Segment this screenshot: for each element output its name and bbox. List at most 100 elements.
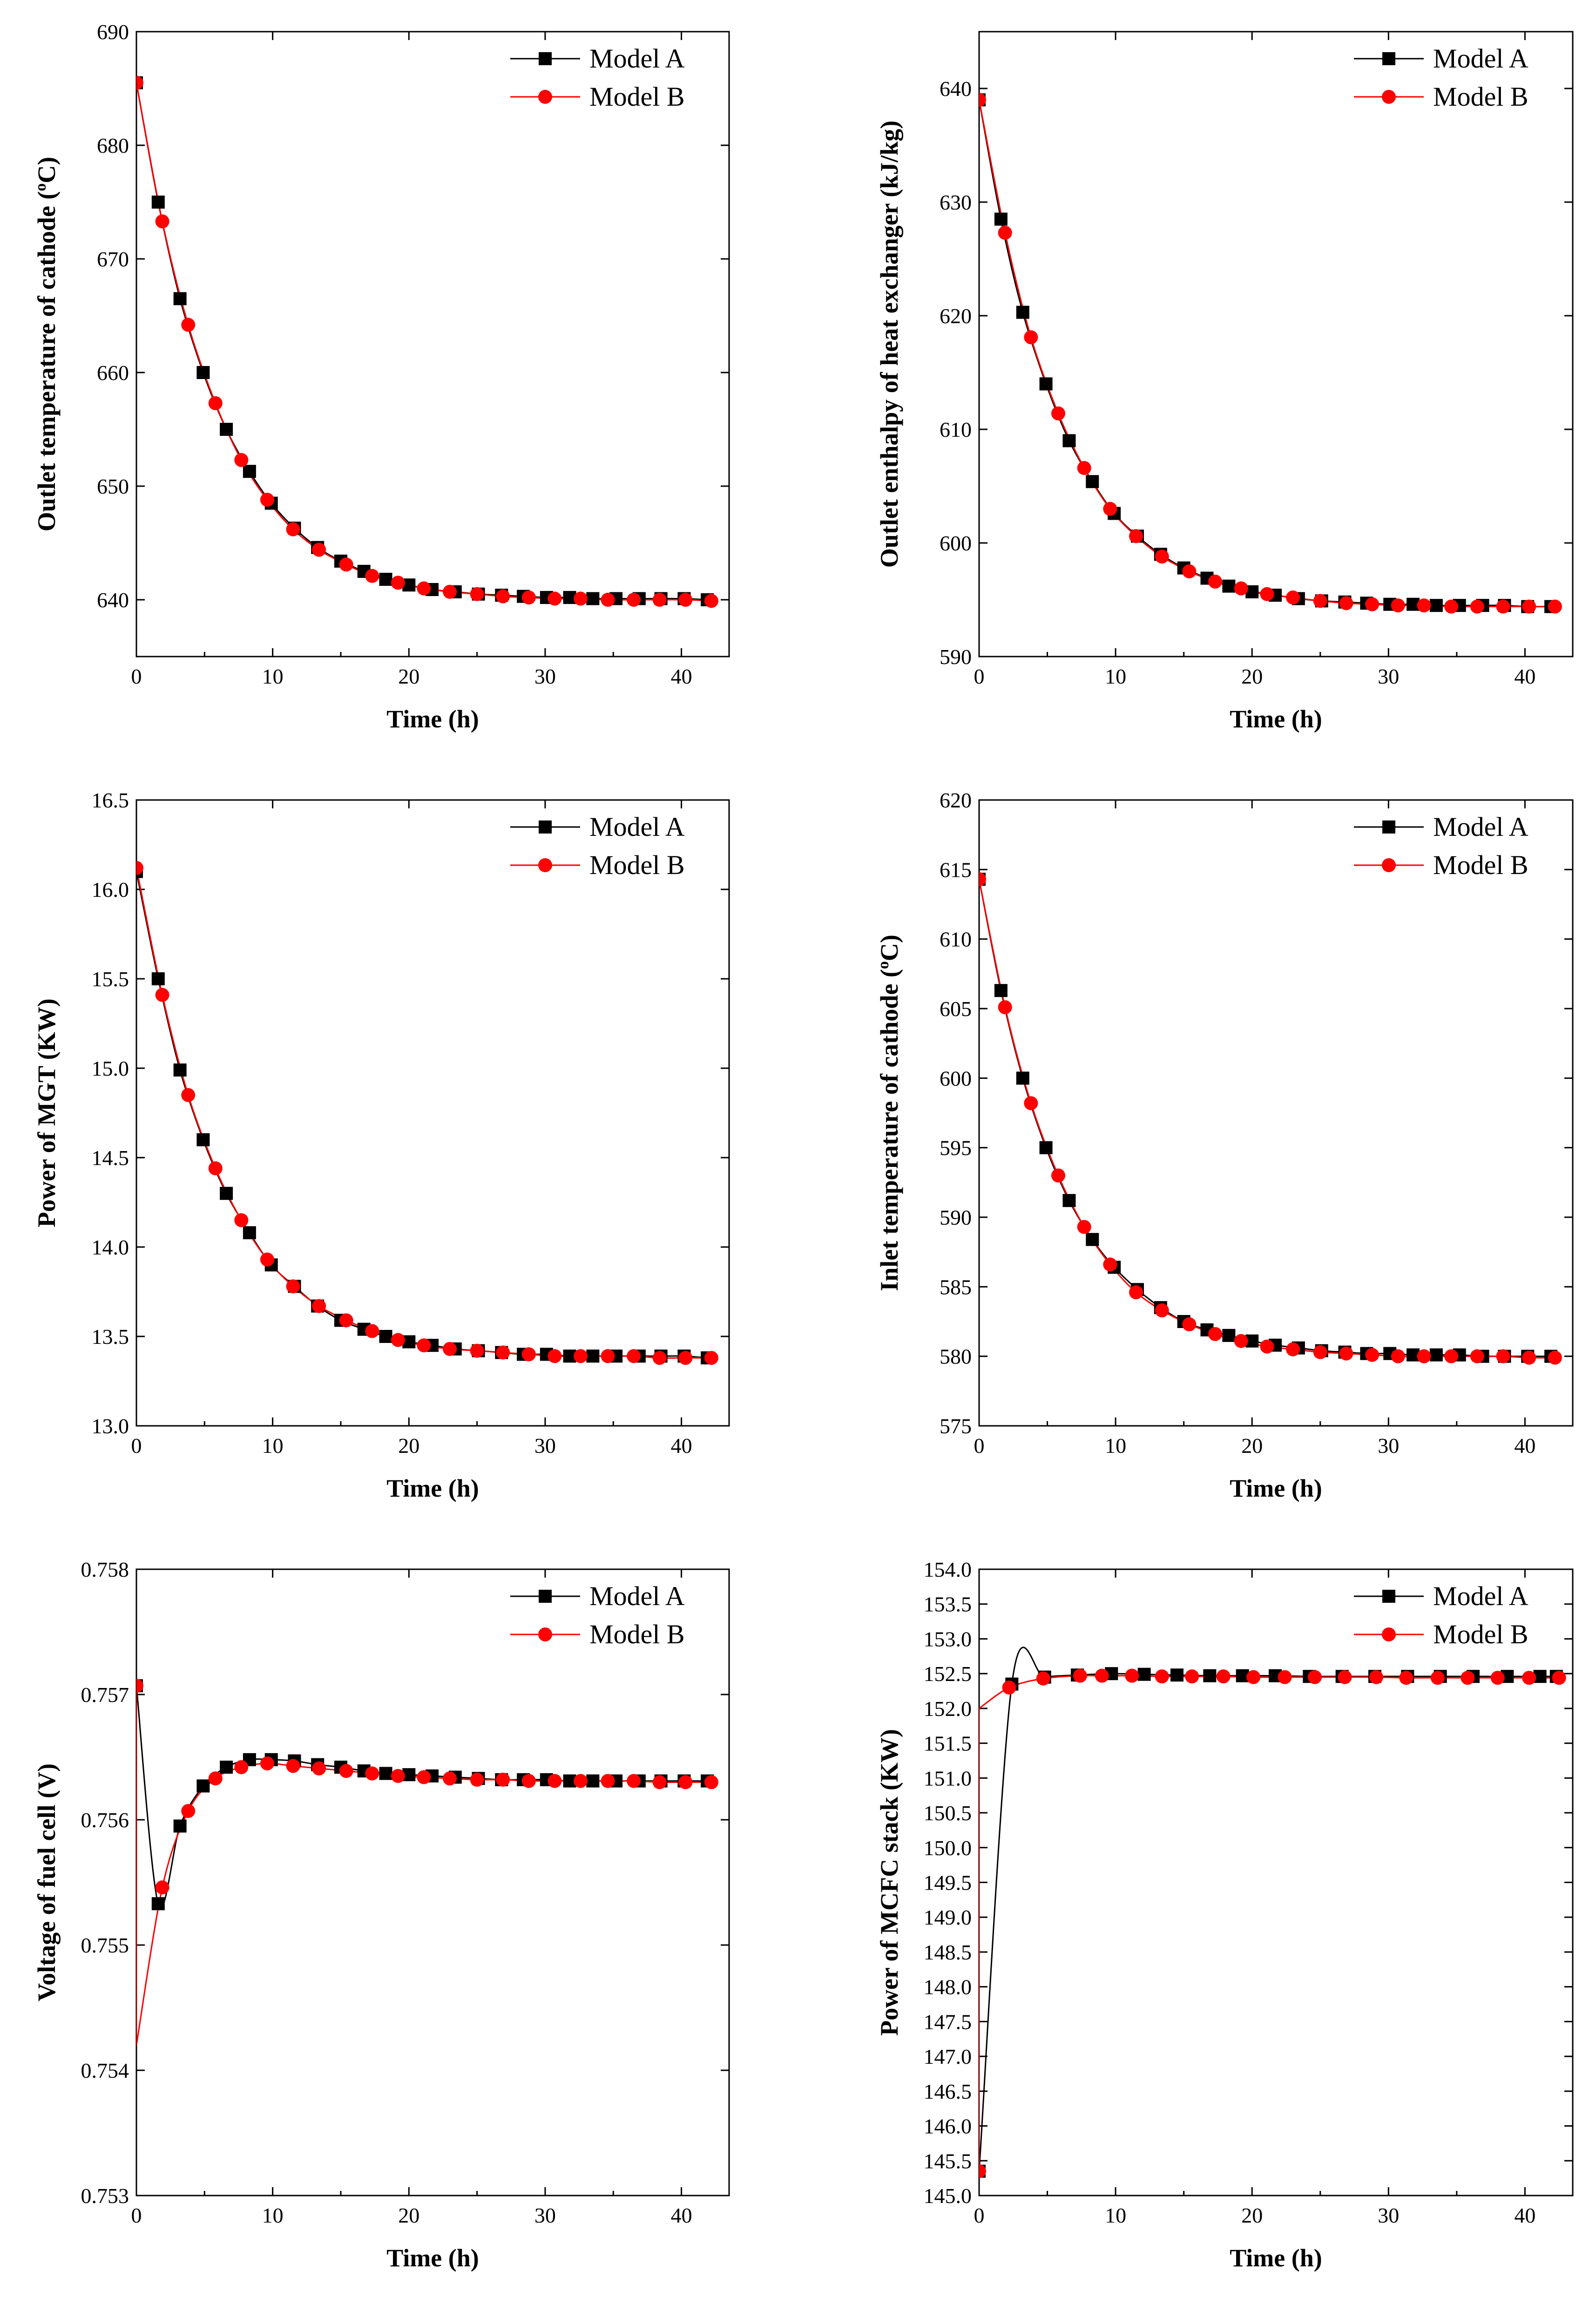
data-point-model-b	[998, 225, 1012, 240]
y-tick-label: 605	[940, 997, 972, 1021]
y-tick-label: 595	[940, 1136, 972, 1160]
y-tick-label: 150.0	[924, 1836, 972, 1860]
data-point-model-b	[136, 75, 143, 90]
data-point-model-b	[417, 581, 431, 596]
data-layer	[136, 861, 718, 1365]
y-tick-label: 15.0	[92, 1057, 129, 1080]
data-point-model-a	[243, 465, 256, 478]
data-point-model-b	[627, 593, 641, 607]
x-tick-label: 0	[974, 664, 985, 688]
data-point-model-a	[1086, 475, 1099, 488]
series-line-model-a	[979, 1647, 1556, 2171]
x-tick-label: 10	[1105, 2203, 1126, 2227]
x-tick-label: 10	[262, 2203, 284, 2227]
y-tick-label: 610	[940, 418, 972, 441]
data-point-model-b	[704, 1775, 718, 1790]
data-point-model-b	[1444, 1349, 1459, 1363]
data-point-model-b	[1339, 596, 1353, 610]
chart-panel: 0 10 20 30 40 0.753 0.754 0.755 0.756 0.757 0.758 T…	[33, 1558, 730, 2272]
data-point-model-a	[1203, 1669, 1217, 1682]
data-point-model-b	[470, 587, 484, 601]
data-point-model-b	[1522, 1671, 1536, 1685]
data-point-model-b	[1286, 590, 1300, 605]
x-axis-title: Time (h)	[386, 1474, 479, 1502]
data-point-model-b	[1155, 1303, 1169, 1318]
data-point-model-a	[1062, 1194, 1076, 1207]
y-axis-title-text: Power of MGT (KW)	[33, 998, 61, 1227]
x-tick-label: 40	[1514, 664, 1535, 688]
legend-label: Model B	[589, 1619, 685, 1649]
data-point-model-b	[548, 591, 562, 606]
y-axis-title-text: Outlet enthalpy of heat exchanger (kJ/kg…	[875, 121, 903, 568]
y-axis-title-superscript: o	[32, 183, 49, 191]
data-point-model-b	[417, 1338, 431, 1353]
data-point-model-b	[1461, 1671, 1475, 1685]
data-point-model-a	[586, 1349, 600, 1363]
x-tick-label: 20	[1241, 2203, 1263, 2227]
data-point-model-b	[652, 1351, 667, 1365]
legend-marker-circle	[538, 858, 552, 872]
data-point-model-b	[998, 1000, 1012, 1015]
data-point-model-b	[260, 1756, 274, 1770]
y-tick-label: 610	[940, 928, 972, 951]
data-point-model-b	[1155, 549, 1169, 564]
y-tick-label: 615	[940, 858, 972, 881]
y-axis-title: Voltage of fuel cell (V)	[33, 1763, 61, 2001]
y-tick-label: 146.5	[924, 2080, 972, 2103]
data-point-model-b	[601, 593, 615, 607]
data-point-model-b	[1182, 1317, 1197, 1331]
legend-marker-square	[1382, 820, 1395, 834]
data-point-model-b	[521, 1774, 536, 1788]
data-point-model-b	[979, 2164, 986, 2178]
y-tick-label: 14.5	[92, 1146, 129, 1170]
data-point-model-b	[1129, 1285, 1143, 1300]
data-point-model-b	[574, 1774, 588, 1788]
data-point-model-b	[1024, 1096, 1038, 1111]
y-tick-label: 149.5	[924, 1871, 972, 1895]
x-tick-label: 30	[534, 664, 556, 688]
x-tick-label: 30	[1378, 2203, 1399, 2227]
data-point-model-b	[1365, 1348, 1380, 1362]
data-point-model-b	[574, 591, 588, 606]
series-line-model-a	[979, 100, 1551, 608]
data-point-model-a	[1222, 1329, 1236, 1342]
data-point-model-b	[312, 1761, 326, 1776]
y-tick-label: 147.5	[924, 2010, 972, 2034]
data-point-model-b	[1444, 599, 1459, 614]
data-point-model-b	[260, 1252, 274, 1267]
data-point-model-b	[496, 1345, 510, 1360]
data-point-model-b	[678, 1351, 693, 1365]
plot-frame	[978, 799, 1574, 1427]
y-tick-label: 670	[97, 247, 129, 271]
data-point-model-a	[151, 1897, 165, 1911]
data-point-model-b	[496, 1772, 510, 1787]
y-tick-label: 13.5	[92, 1325, 129, 1349]
legend-marker-circle	[1382, 858, 1396, 872]
data-point-model-b	[574, 1349, 588, 1363]
y-tick-label: 146.0	[924, 2115, 972, 2138]
data-point-model-a	[379, 1330, 392, 1343]
data-point-model-b	[1077, 461, 1091, 475]
data-point-model-a	[220, 423, 233, 436]
data-point-model-a	[1086, 1233, 1099, 1246]
data-point-model-b	[286, 522, 300, 536]
y-axis-title: Outlet temperature of cathode (oC)	[32, 157, 61, 532]
data-point-model-b	[1036, 1671, 1050, 1686]
data-point-model-b	[181, 318, 196, 332]
chart-panel: 0 10 20 30 40 640 650 660 670 680 690 Time (h) Outle…	[32, 20, 730, 733]
legend-marker-square	[539, 52, 552, 65]
x-axis-title: Time (h)	[386, 2244, 479, 2272]
data-point-model-b	[286, 1759, 300, 1773]
x-tick-label: 30	[534, 2203, 556, 2227]
data-point-model-b	[208, 396, 223, 410]
data-point-model-b	[443, 1771, 457, 1786]
data-point-model-b	[601, 1774, 615, 1788]
x-tick-label: 30	[1378, 664, 1399, 688]
y-axis-title-text: Voltage of fuel cell (V)	[33, 1763, 61, 2001]
data-point-model-b	[1260, 587, 1274, 601]
data-point-model-a	[1016, 305, 1029, 319]
legend-label: Model B	[589, 81, 685, 112]
data-point-model-a	[586, 592, 600, 605]
x-tick-label: 0	[974, 1434, 985, 1457]
y-tick-label: 149.0	[924, 1905, 972, 1929]
